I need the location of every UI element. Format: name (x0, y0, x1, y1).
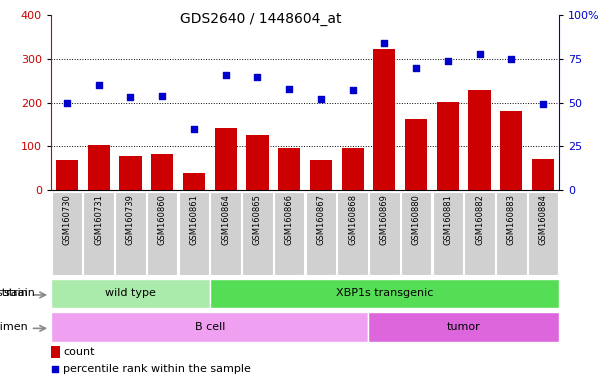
Text: GSM160860: GSM160860 (157, 194, 166, 245)
Text: GSM160864: GSM160864 (221, 194, 230, 245)
FancyBboxPatch shape (306, 192, 336, 275)
Point (348, 88, 358, 94)
Point (126, 94, 135, 101)
Bar (183, 174, 205, 190)
Text: GSM160883: GSM160883 (507, 194, 516, 245)
Text: GSM160869: GSM160869 (380, 194, 389, 245)
Point (189, 126, 199, 132)
Bar (500, 111, 522, 190)
Point (221, 72, 230, 78)
Bar (246, 136, 269, 190)
Text: GSM160739: GSM160739 (126, 194, 135, 245)
FancyBboxPatch shape (433, 192, 463, 275)
Point (157, 93, 167, 99)
FancyBboxPatch shape (242, 192, 273, 275)
Text: GDS2640 / 1448604_at: GDS2640 / 1448604_at (180, 12, 342, 25)
FancyBboxPatch shape (465, 192, 495, 275)
Point (50, 366, 60, 372)
FancyBboxPatch shape (528, 192, 558, 275)
FancyBboxPatch shape (178, 192, 209, 275)
Text: GSM160882: GSM160882 (475, 194, 484, 245)
Text: strain: strain (0, 288, 28, 298)
FancyBboxPatch shape (369, 192, 400, 275)
Text: GSM160861: GSM160861 (189, 194, 198, 245)
Text: GSM160866: GSM160866 (285, 194, 294, 245)
Point (475, 51, 484, 57)
Point (252, 73, 262, 79)
Point (62, 100, 72, 106)
Text: GSM160731: GSM160731 (94, 194, 103, 245)
Bar (120, 156, 142, 190)
Point (443, 58, 453, 64)
Bar (437, 102, 459, 190)
Bar (88, 145, 110, 190)
Text: B cell: B cell (195, 322, 225, 332)
Bar (532, 159, 554, 190)
Text: GSM160868: GSM160868 (348, 194, 357, 245)
FancyBboxPatch shape (210, 278, 559, 308)
Bar (215, 127, 237, 190)
Point (94, 82, 103, 88)
Point (538, 101, 548, 108)
Point (284, 86, 294, 92)
FancyBboxPatch shape (84, 192, 114, 275)
FancyBboxPatch shape (147, 192, 177, 275)
FancyBboxPatch shape (115, 192, 145, 275)
Point (507, 56, 516, 62)
Text: GSM160867: GSM160867 (316, 194, 325, 245)
Text: GSM160884: GSM160884 (538, 194, 548, 245)
Text: GSM160865: GSM160865 (253, 194, 262, 245)
Bar (468, 91, 490, 190)
Bar (341, 148, 364, 190)
Text: GSM160730: GSM160730 (63, 194, 72, 245)
Point (316, 96, 326, 102)
Text: count: count (63, 347, 95, 357)
Bar (51, 346, 59, 358)
Bar (373, 50, 395, 190)
FancyBboxPatch shape (51, 278, 210, 308)
Point (380, 40, 389, 46)
Text: specimen: specimen (0, 322, 28, 332)
Text: GSM160881: GSM160881 (444, 194, 453, 245)
Bar (310, 159, 332, 190)
Text: wild type: wild type (105, 288, 156, 298)
FancyBboxPatch shape (401, 192, 432, 275)
Text: XBP1s transgenic: XBP1s transgenic (336, 288, 433, 298)
Text: percentile rank within the sample: percentile rank within the sample (63, 364, 251, 374)
Text: strain: strain (3, 288, 35, 298)
FancyBboxPatch shape (337, 192, 368, 275)
Bar (405, 119, 427, 190)
Bar (56, 159, 78, 190)
Bar (151, 154, 173, 190)
Text: GSM160880: GSM160880 (412, 194, 421, 245)
FancyBboxPatch shape (210, 192, 241, 275)
Point (411, 65, 421, 71)
FancyBboxPatch shape (368, 312, 559, 342)
FancyBboxPatch shape (496, 192, 526, 275)
Text: tumor: tumor (447, 322, 481, 332)
FancyBboxPatch shape (51, 312, 368, 342)
Bar (278, 148, 300, 190)
FancyBboxPatch shape (274, 192, 304, 275)
FancyBboxPatch shape (52, 192, 82, 275)
